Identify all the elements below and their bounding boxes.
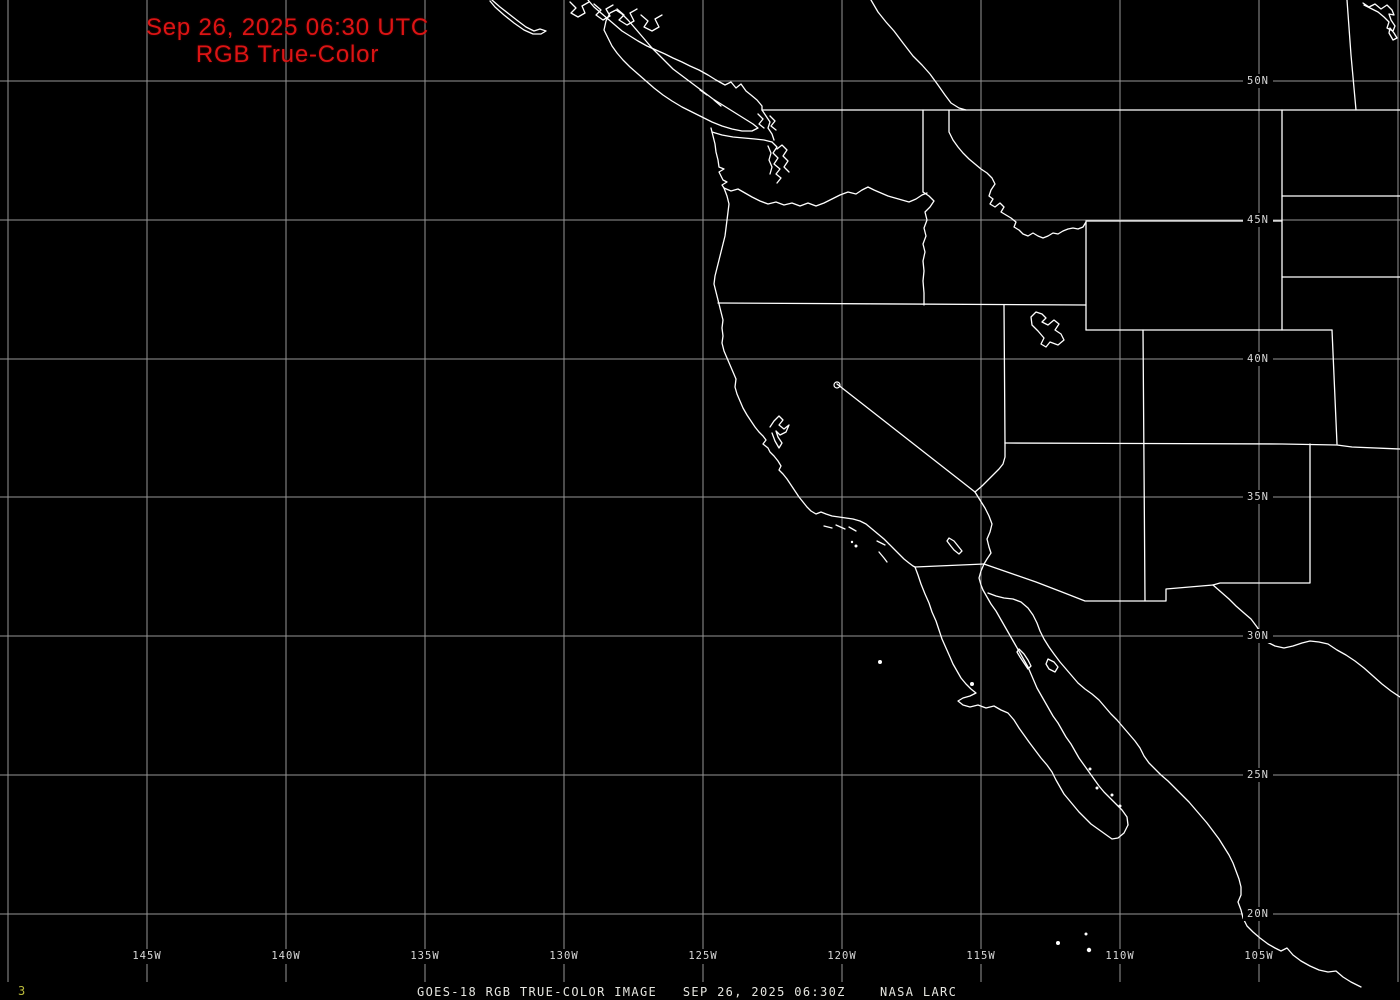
sask-manitoba-border: [1346, 0, 1357, 111]
gulf-islet-2: [1095, 786, 1099, 790]
lat-label-45n: 45N: [1243, 213, 1273, 227]
san-nicolas-island: [854, 544, 858, 548]
san-francisco-bay: [769, 415, 790, 449]
san-clemente-island: [878, 551, 888, 563]
strait-georgia-islet-1: [699, 89, 708, 96]
bc-fjord-2: [593, 3, 614, 21]
isla-cerralvo: [1118, 804, 1122, 808]
great-salt-lake: [1030, 311, 1065, 348]
lat-label-40n: 40N: [1243, 352, 1273, 366]
nm-tx-border: [1212, 443, 1311, 586]
border-42n: [717, 302, 1087, 306]
border-109w: [1142, 329, 1146, 602]
co-ks-border: [1331, 329, 1338, 445]
bellingham-coast: [761, 109, 775, 141]
nv-ut-border: [1003, 304, 1006, 444]
bc-fjord-3: [616, 8, 638, 26]
lon-label-125w: 125W: [686, 949, 720, 964]
colorado-delta: [978, 563, 985, 591]
az-nv-colorado-river: [974, 442, 1006, 493]
lon-label-115w: 115W: [964, 949, 998, 964]
rio-grande: [1212, 584, 1400, 698]
ca-nv-diagonal-border: [836, 383, 976, 493]
cedros-island: [970, 682, 974, 686]
bc-offshore-island: [489, 0, 547, 35]
baja-west-coast: [914, 566, 1129, 840]
lon-label-140w: 140W: [269, 949, 303, 964]
salton-sea: [946, 537, 963, 555]
columbia-river-wa-or-border: [723, 186, 928, 207]
ca-az-colorado-river: [974, 491, 993, 565]
lon-label-130w: 130W: [547, 949, 581, 964]
id-mt-border: [948, 109, 1087, 239]
product-label: RGB True-Color: [195, 41, 380, 68]
vancouver-island: [603, 9, 759, 132]
bc-mainland-coast: [587, 0, 763, 111]
lake-tahoe: [833, 381, 841, 389]
gulf-islet-1: [1088, 767, 1092, 771]
isla-espiritu-santo: [1110, 793, 1114, 797]
or-id-snake-river-border: [922, 191, 935, 306]
bc-fjord-4: [640, 14, 663, 32]
image-caption: GOES-18 RGB TRUE-COLOR IMAGE SEP 26, 202…: [417, 985, 958, 999]
ca-mexico-border: [914, 563, 985, 568]
image-title: Sep 26, 2025 06:30 UTC RGB True-Color: [115, 14, 460, 68]
islas-marias-2: [1084, 932, 1088, 936]
bc-fjord-1: [569, 1, 590, 18]
juan-de-fuca-south-shore: [711, 131, 773, 143]
hood-canal: [767, 145, 773, 175]
timestamp-label: Sep 26, 2025 06:30 UTC: [145, 14, 430, 41]
santa-barbara-island: [850, 540, 854, 544]
lat-label-35n: 35N: [1243, 490, 1273, 504]
puget-sound: [771, 141, 782, 184]
catalina-island: [876, 540, 886, 546]
channel-island-san-miguel: [823, 525, 833, 529]
az-sonora-border: [983, 563, 1214, 602]
lat-label-30n: 30N: [1243, 629, 1273, 643]
frame-number: 3: [18, 984, 26, 998]
lat-label-50n: 50N: [1243, 74, 1273, 88]
manitoba-lakes: [1362, 2, 1396, 32]
sonora-sinaloa-coast: [987, 592, 1362, 988]
lat-label-20n: 20N: [1243, 907, 1273, 921]
baja-east-coast: [982, 589, 1129, 826]
san-juan-islands-1: [757, 113, 765, 129]
manitoba-lakes-2: [1388, 27, 1398, 41]
channel-island-santa-cruz: [848, 526, 857, 532]
guadalupe-island: [878, 660, 882, 664]
bc-alberta-border: [870, 0, 967, 111]
san-juan-islands-2: [769, 115, 777, 131]
lon-label-110w: 110W: [1103, 949, 1137, 964]
lon-label-145w: 145W: [130, 949, 164, 964]
border-37n: [1004, 442, 1400, 450]
washington-coast: [710, 127, 728, 189]
lon-label-135w: 135W: [408, 949, 442, 964]
lon-label-120w: 120W: [825, 949, 859, 964]
islas-marias-1: [1056, 941, 1060, 945]
channel-island-santa-rosa: [835, 524, 846, 530]
isla-angel-de-la-guarda: [1016, 648, 1032, 670]
islas-marias-3: [1086, 947, 1092, 953]
isla-tiburon: [1045, 658, 1059, 673]
oregon-california-coast: [713, 187, 916, 568]
strait-georgia-islet-2: [713, 99, 722, 107]
lat-label-25n: 25N: [1243, 768, 1273, 782]
lon-label-105w: 105W: [1242, 949, 1276, 964]
puget-sound-east-arm: [776, 144, 790, 173]
